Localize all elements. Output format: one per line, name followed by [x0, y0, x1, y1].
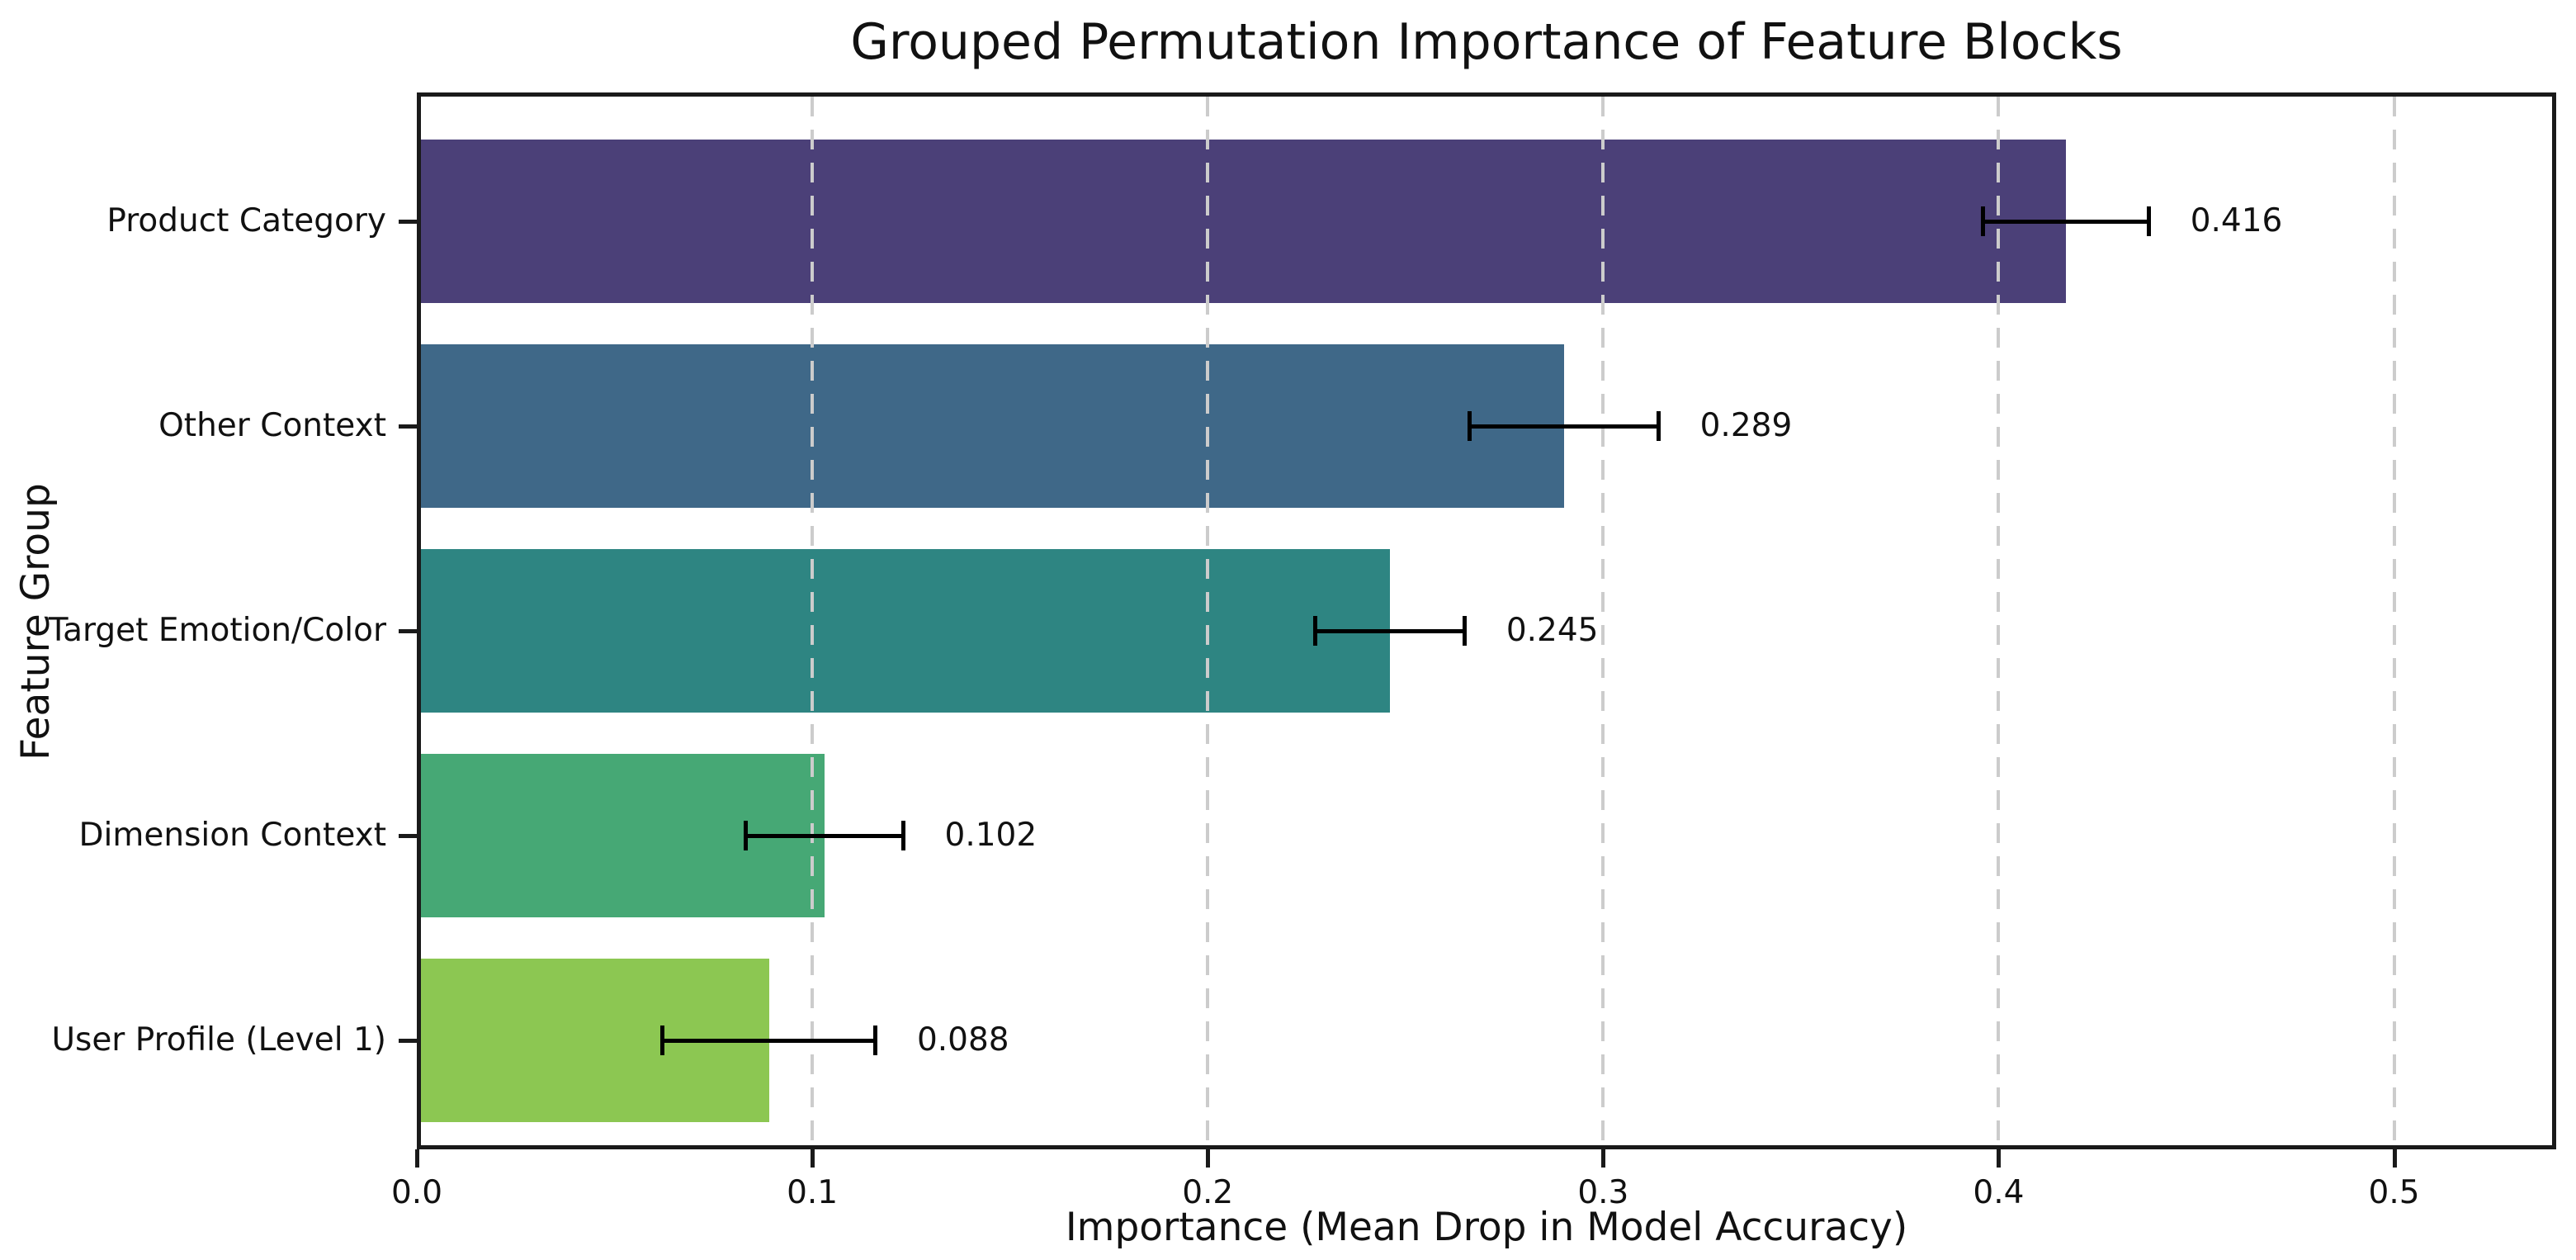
x-tick-label-0.0: 0.0 [390, 1174, 443, 1211]
error-bar-1-cap-low [1467, 411, 1472, 441]
error-bar-0 [1983, 219, 2149, 224]
error-bar-4-cap-low [660, 1026, 665, 1055]
bar-1 [421, 344, 1564, 508]
gridline-0.5 [2392, 97, 2396, 1145]
value-label-0: 0.416 [2190, 202, 2283, 239]
value-label-1: 0.289 [1699, 407, 1793, 444]
category-label-4: User Profile (Level 1) [51, 1021, 386, 1059]
x-tick-label-0.3: 0.3 [1577, 1174, 1629, 1211]
y-tick-2 [399, 629, 417, 633]
plot-area [417, 92, 2556, 1149]
gridline-0.3 [1601, 97, 1605, 1145]
error-bar-4 [662, 1038, 876, 1043]
chart-title: Grouped Permutation Importance of Featur… [850, 13, 2123, 71]
bar-2 [421, 549, 1390, 713]
error-bar-0-cap-high [2146, 206, 2151, 236]
category-label-0: Product Category [106, 202, 386, 239]
x-tick-0.3 [1601, 1149, 1606, 1168]
x-axis-label: Importance (Mean Drop in Model Accuracy) [1065, 1205, 1908, 1250]
y-tick-1 [399, 424, 417, 429]
x-tick-label-0.2: 0.2 [1182, 1174, 1234, 1211]
value-label-2: 0.245 [1505, 612, 1599, 649]
y-tick-3 [399, 834, 417, 838]
error-bar-3-cap-high [900, 821, 905, 850]
error-bar-3-cap-low [743, 821, 748, 850]
error-bar-2-cap-low [1312, 616, 1317, 646]
error-bar-1-cap-high [1656, 411, 1661, 441]
y-tick-4 [399, 1039, 417, 1043]
x-tick-0.1 [811, 1149, 815, 1168]
category-label-1: Other Context [158, 407, 386, 444]
x-tick-0.4 [1997, 1149, 2002, 1168]
error-bar-1 [1468, 424, 1659, 429]
error-bar-3 [744, 833, 904, 838]
gridline-0.1 [811, 97, 815, 1145]
x-tick-label-0.5: 0.5 [2368, 1174, 2420, 1211]
x-tick-label-0.4: 0.4 [1973, 1174, 2025, 1211]
gridline-0.2 [1206, 97, 1210, 1145]
x-tick-0.5 [2392, 1149, 2397, 1168]
x-tick-0.2 [1206, 1149, 1211, 1168]
x-tick-label-0.1: 0.1 [787, 1174, 839, 1211]
error-bar-2-cap-high [1462, 616, 1467, 646]
value-label-4: 0.088 [916, 1021, 1009, 1059]
category-label-2: Target Emotion/Color [48, 612, 386, 649]
category-label-3: Dimension Context [78, 817, 386, 854]
bar-0 [421, 140, 2066, 303]
x-tick-0.0 [415, 1149, 419, 1168]
error-bar-2 [1314, 628, 1465, 633]
value-label-3: 0.102 [944, 817, 1037, 854]
y-tick-0 [399, 220, 417, 224]
error-bar-0-cap-low [1981, 206, 1986, 236]
gridline-0.4 [1997, 97, 2001, 1145]
error-bar-4-cap-high [872, 1026, 877, 1055]
